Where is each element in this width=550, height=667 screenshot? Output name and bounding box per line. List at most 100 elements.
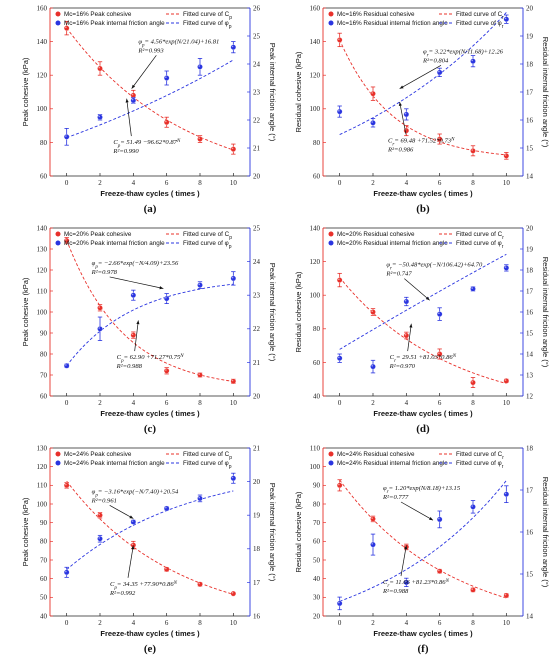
legend-marker [55,231,61,237]
annotation-line: φp= −3.16*exp(−N/7.40)+20.54 [92,488,179,498]
left-y-tick-label: 80 [313,500,321,508]
right-y-tick-label: 16 [526,308,534,316]
annotation-line: R²=0.804 [422,57,449,64]
legend-fit-entry: Fitted curve of φp [183,20,232,30]
right-y-tick-label: 14 [526,612,534,620]
annotation-line: Cp= 34.35 +77.90*0.86N [110,580,178,590]
x-tick-label: 0 [65,179,69,187]
data-point [470,379,476,386]
data-point [130,292,137,298]
right-y-tick-label: 22 [253,116,261,124]
data-point [436,516,443,523]
panel-label: (e) [144,643,157,655]
left-y-tick-label: 80 [313,325,321,333]
legend: Mc=16% Peak cohesive Mc=16% Peak internal… [55,11,232,30]
left-y-tick-label: 130 [37,444,48,452]
right-y-axis-label: Residual internal friction angle (°) [541,477,550,588]
data-point [163,295,170,302]
data-point-highlight [438,352,440,355]
data-point-highlight [438,312,440,315]
data-point-highlight [471,287,474,289]
friction-angle-fitted-curve [339,253,507,350]
annotation-arrow [404,278,430,301]
data-point [503,491,510,497]
x-tick-label: 8 [471,619,475,627]
data-point-highlight [98,66,100,69]
annotation-line: Cr= 29.51 +81.03*0.86N [390,354,457,364]
cohesive-series [63,237,237,385]
data-point-highlight [338,601,340,604]
right-y-tick-label: 19 [526,32,534,40]
data-point [163,566,170,573]
data-point [336,37,343,43]
data-point [370,90,376,97]
data-point-highlight [198,373,200,376]
data-point [97,326,103,332]
legend-entry: Mc=20% Residual cohesive [337,231,415,238]
data-point [97,65,103,72]
annotation-arrow [131,55,157,89]
annotation-line: R²=0.990 [112,148,139,155]
x-axis-label: Freeze-thaw cycles ( times ) [100,409,200,418]
data-point [470,58,476,64]
left-y-tick-label: 120 [37,463,48,471]
x-tick-label: 10 [230,399,238,407]
left-y-tick-label: 60 [313,538,321,546]
cohesive-series [336,32,510,160]
chart-panel-3: 0 2 4 6 8 10607080901001101201301402021222324… [21,224,277,435]
data-point [163,368,170,374]
left-y-tick-label: 100 [37,500,48,508]
x-tick-label: 6 [438,179,442,187]
data-point [230,146,237,152]
annotation-arrowhead [159,286,164,290]
legend-entry: Mc=16% Peak internal friction angle [64,20,165,27]
data-point [63,569,70,576]
data-point-highlight [338,356,340,359]
annotation-arrow [400,501,434,521]
right-y-tick-label: 21 [253,144,261,152]
left-y-tick-label: 120 [37,266,48,274]
annotation-arrowhead [125,98,129,103]
x-tick-label: 0 [338,399,342,407]
right-y-tick-label: 21 [253,444,261,452]
chart-panel-4: 0 2 4 6 8 10 40 60 80 100 120 140 12 13 14 15 16 17 18 19 20… [294,224,550,435]
annotation-line: φr= 3.22*exp(N/11.68)+12.26 [423,48,504,58]
friction-angle-fitted-curve [66,283,234,367]
x-tick-label: 6 [438,399,442,407]
data-point-highlight [504,154,507,156]
data-point-highlight [471,59,474,62]
left-y-tick-label: 110 [37,287,48,295]
legend-fit-entry: Fitted curve of φp [183,460,232,470]
left-y-tick-label: 100 [310,105,321,113]
data-point-highlight [404,333,407,336]
right-y-axis-label: Residual internal friction angle (°) [541,257,550,368]
data-point [197,64,203,70]
x-tick-label: 4 [132,619,136,627]
right-y-tick-label: 23 [253,88,261,96]
annotation-arrowhead [136,320,140,325]
right-y-tick-label: 21 [253,359,261,367]
cohesive-fitted-curve [66,27,234,151]
right-y-tick-label: 19 [253,512,261,520]
x-tick-label: 8 [198,619,202,627]
data-point-highlight [231,592,234,594]
data-point-highlight [438,137,440,140]
panel-label: (a) [144,203,157,215]
annotation-line: R²=0.988 [382,588,409,595]
x-tick-label: 4 [132,399,136,407]
legend-fit-entry: Fitted curve of φp [183,240,232,250]
x-tick-label: 4 [405,179,409,187]
data-point-highlight [471,149,474,151]
x-tick-label: 8 [471,399,475,407]
legend-fit-entry: Fitted curve of Cp [183,231,232,241]
data-point-highlight [131,93,134,96]
right-y-tick-label: 26 [253,4,261,12]
left-y-tick-label: 140 [310,224,321,232]
x-tick-label: 2 [98,179,102,187]
x-tick-label: 4 [405,619,409,627]
